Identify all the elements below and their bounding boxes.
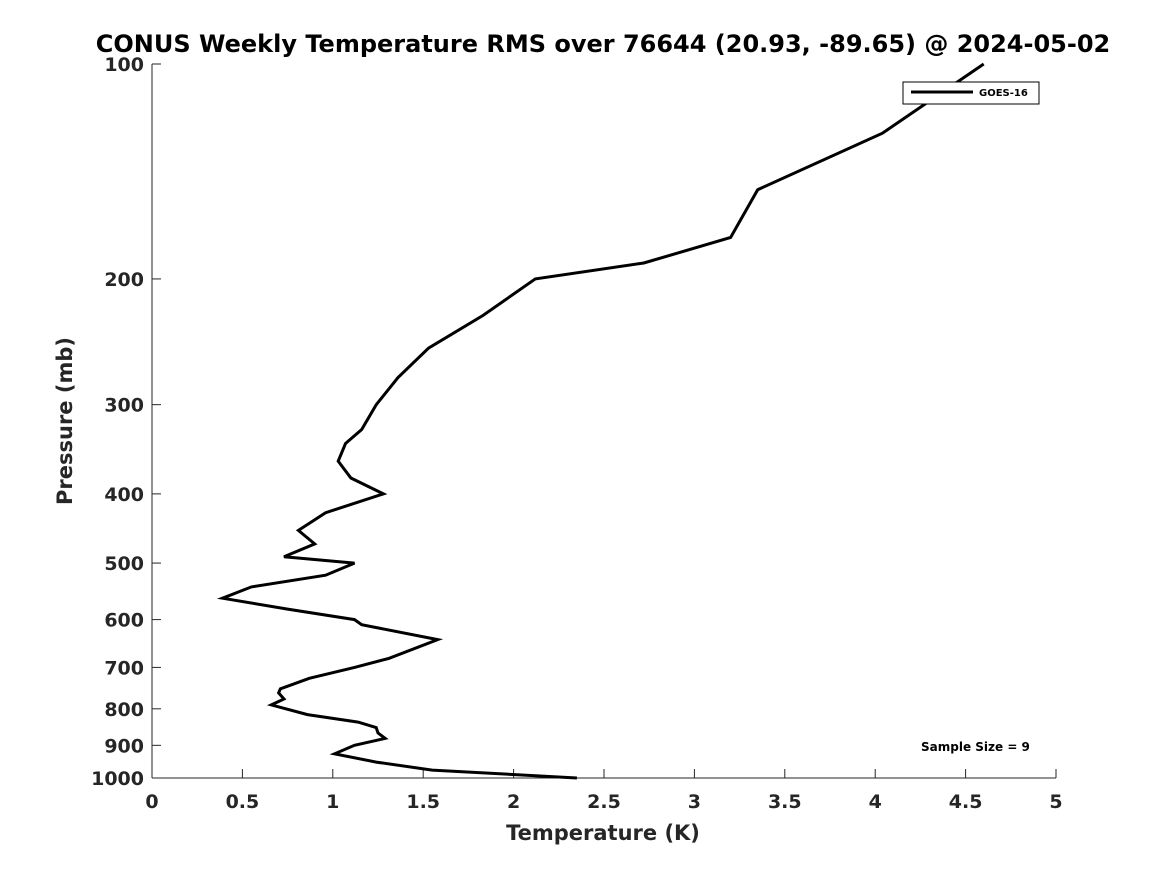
- y-tick-label: 1000: [91, 768, 144, 790]
- y-tick-label: 600: [104, 610, 144, 632]
- y-tick-label: 400: [104, 484, 144, 506]
- x-tick-label: 3.5: [768, 791, 802, 813]
- legend-label: GOES-16: [979, 88, 1028, 99]
- y-tick-label: 300: [104, 395, 144, 417]
- y-tick-label: 700: [104, 657, 144, 679]
- tick-labels: 0 0.5 1 1.5 2 2.5 3 3.5 4 4.5 5 100 200 300 400 500 600 7…: [91, 54, 1063, 813]
- legend: GOES-16: [902, 81, 1040, 105]
- x-tick-label: 2.5: [587, 791, 621, 813]
- x-tick-label: 4: [869, 791, 882, 813]
- x-tick-label: 4.5: [949, 791, 983, 813]
- series-layer: [216, 62, 985, 780]
- x-tick-label: 5: [1049, 791, 1062, 813]
- y-tick-label: 800: [104, 699, 144, 721]
- sample-size-annotation: Sample Size = 9: [921, 740, 1030, 754]
- x-tick-label: 1: [326, 791, 339, 813]
- axes: [151, 63, 1057, 779]
- y-tick-label: 500: [104, 553, 144, 575]
- x-tick-label: 1.5: [406, 791, 440, 813]
- chart-title: CONUS Weekly Temperature RMS over 76644 …: [96, 30, 1110, 58]
- y-tick-label: 100: [104, 54, 144, 76]
- series-line-goes-16: [216, 62, 985, 780]
- x-tick-label: 3: [688, 791, 701, 813]
- x-tick-label: 0.5: [226, 791, 260, 813]
- y-tick-label: 200: [104, 269, 144, 291]
- x-tick-label: 2: [507, 791, 520, 813]
- x-axis-label: Temperature (K): [506, 821, 700, 845]
- y-axis-label: Pressure (mb): [53, 337, 77, 505]
- y-tick-label: 900: [104, 735, 144, 757]
- x-tick-label: 0: [145, 791, 158, 813]
